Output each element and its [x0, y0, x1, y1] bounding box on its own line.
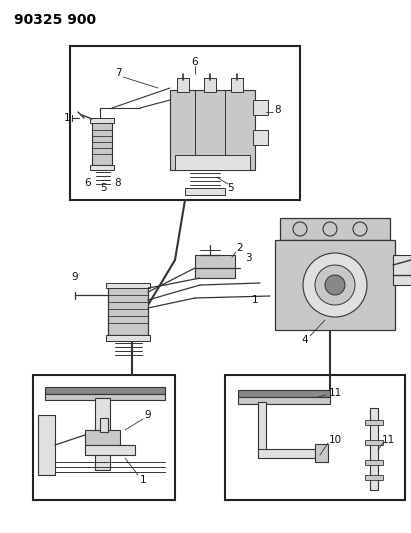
- Polygon shape: [90, 165, 114, 170]
- Polygon shape: [185, 188, 225, 195]
- Bar: [33, 375, 175, 500]
- Text: 5: 5: [100, 183, 106, 193]
- Polygon shape: [177, 78, 189, 92]
- Polygon shape: [90, 118, 114, 123]
- Polygon shape: [258, 402, 266, 450]
- Polygon shape: [100, 418, 108, 432]
- Polygon shape: [370, 408, 378, 490]
- Text: 2: 2: [237, 243, 243, 253]
- Polygon shape: [253, 130, 268, 145]
- Polygon shape: [258, 449, 320, 458]
- Polygon shape: [253, 100, 268, 115]
- Text: 11: 11: [328, 388, 342, 398]
- Polygon shape: [108, 285, 148, 335]
- Circle shape: [315, 265, 355, 305]
- Polygon shape: [85, 445, 135, 455]
- Text: 7: 7: [115, 68, 121, 78]
- Polygon shape: [365, 475, 383, 480]
- Polygon shape: [95, 398, 110, 470]
- Polygon shape: [393, 255, 411, 285]
- Text: 9: 9: [145, 410, 151, 420]
- Text: 5: 5: [227, 183, 233, 193]
- Text: 6: 6: [85, 178, 91, 188]
- Polygon shape: [275, 240, 395, 330]
- Polygon shape: [45, 387, 165, 394]
- Polygon shape: [280, 218, 390, 240]
- Text: 1: 1: [252, 295, 258, 305]
- Polygon shape: [195, 255, 235, 278]
- Text: 4: 4: [302, 335, 308, 345]
- Polygon shape: [45, 394, 165, 400]
- Polygon shape: [365, 440, 383, 445]
- Text: 90325 900: 90325 900: [14, 13, 96, 27]
- Polygon shape: [38, 415, 55, 475]
- Polygon shape: [231, 78, 243, 92]
- Polygon shape: [365, 420, 383, 425]
- Text: 1: 1: [64, 113, 70, 123]
- Text: 10: 10: [328, 435, 342, 445]
- Polygon shape: [92, 120, 112, 165]
- Text: 3: 3: [245, 253, 251, 263]
- Bar: [225, 375, 405, 500]
- Text: 1: 1: [140, 475, 146, 485]
- Circle shape: [303, 253, 367, 317]
- Polygon shape: [170, 90, 255, 170]
- Polygon shape: [238, 397, 330, 404]
- Text: 9: 9: [72, 272, 79, 282]
- Text: 8: 8: [115, 178, 121, 188]
- Circle shape: [325, 275, 345, 295]
- Polygon shape: [365, 460, 383, 465]
- Text: 11: 11: [381, 435, 395, 445]
- Polygon shape: [175, 155, 250, 170]
- Polygon shape: [238, 390, 330, 397]
- Text: 6: 6: [192, 57, 199, 67]
- Polygon shape: [315, 444, 328, 462]
- Polygon shape: [106, 335, 150, 341]
- Polygon shape: [106, 283, 150, 288]
- Polygon shape: [204, 78, 216, 92]
- Text: 8: 8: [275, 105, 281, 115]
- Polygon shape: [85, 430, 120, 445]
- Bar: [70, 46, 300, 200]
